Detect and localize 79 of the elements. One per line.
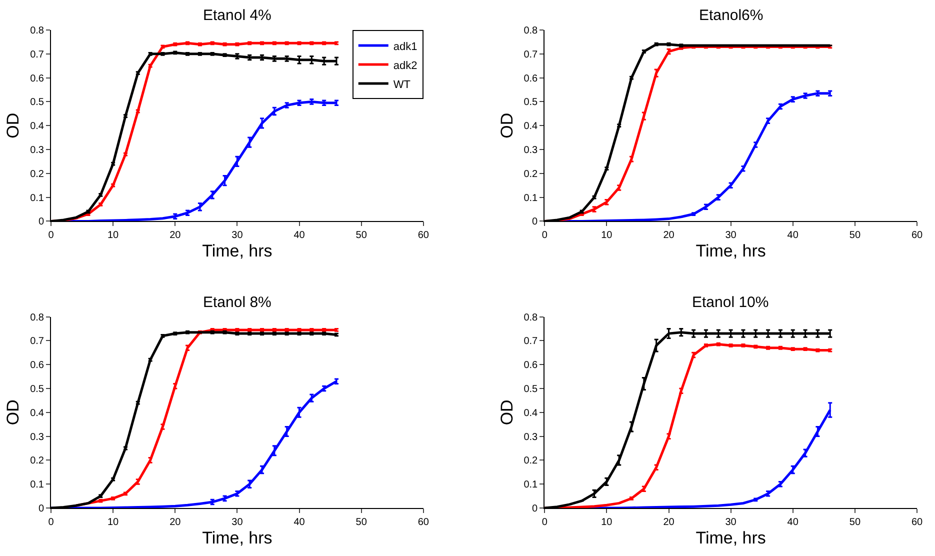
y-tick-label: 0.7 — [30, 336, 44, 348]
x-tick-label: 10 — [107, 230, 120, 242]
y-axis-title: OD — [497, 112, 516, 138]
x-axis-title: Time, hrs — [696, 528, 766, 548]
x-tick-label: 30 — [725, 230, 737, 242]
y-tick-label: 0.3 — [30, 145, 44, 156]
y-tick-label: 0.5 — [30, 384, 44, 395]
y-axis-title: OD — [4, 400, 23, 426]
y-tick-label: 0.4 — [30, 408, 44, 419]
chart-title: Etanol 8% — [203, 294, 272, 311]
chart-title: Etanol 10% — [692, 294, 769, 311]
x-tick-label: 20 — [663, 517, 675, 528]
y-tick-label: 0.2 — [524, 168, 538, 180]
x-tick-label: 50 — [356, 517, 368, 528]
y-tick-label: 0 — [38, 216, 44, 228]
x-tick-label: 50 — [849, 517, 861, 528]
x-tick-label: 60 — [911, 230, 923, 242]
x-tick-label: 50 — [849, 230, 861, 242]
y-tick-label: 0.6 — [524, 360, 538, 372]
y-tick-label: 0.2 — [30, 168, 44, 180]
x-tick-label: 0 — [48, 517, 54, 528]
y-tick-label: 0.6 — [30, 360, 44, 372]
legend-label: WT — [393, 78, 411, 91]
y-tick-label: 0.5 — [524, 384, 538, 395]
x-axis-title: Time, hrs — [202, 528, 272, 548]
chart-title: Etanol6% — [699, 7, 764, 24]
x-tick-label: 50 — [356, 230, 368, 242]
x-tick-label: 60 — [418, 230, 430, 242]
x-tick-label: 30 — [725, 517, 737, 528]
x-tick-label: 40 — [294, 517, 306, 528]
x-axis-title: Time, hrs — [202, 242, 272, 261]
y-tick-label: 0.7 — [30, 49, 44, 60]
x-tick-label: 40 — [294, 230, 306, 242]
x-tick-label: 0 — [542, 517, 548, 528]
x-tick-label: 0 — [48, 230, 54, 242]
y-tick-label: 0.1 — [524, 192, 538, 204]
y-tick-label: 0.8 — [30, 26, 44, 36]
x-tick-label: 30 — [232, 230, 244, 242]
legend-label: adk1 — [393, 40, 418, 53]
x-tick-label: 20 — [170, 230, 182, 242]
y-tick-label: 0.1 — [30, 192, 44, 204]
y-tick-label: 0.3 — [524, 145, 538, 156]
y-tick-label: 0.4 — [524, 121, 538, 132]
y-axis-title: OD — [4, 112, 23, 138]
x-tick-label: 40 — [787, 517, 799, 528]
x-tick-label: 10 — [107, 517, 120, 528]
y-tick-label: 0.8 — [524, 26, 538, 36]
x-tick-label: 60 — [911, 517, 923, 528]
y-tick-label: 0.7 — [524, 336, 538, 348]
y-tick-label: 0.2 — [524, 456, 538, 467]
chart-title: Etanol 4% — [203, 7, 272, 24]
y-tick-label: 0.3 — [524, 432, 538, 443]
x-tick-label: 20 — [663, 230, 675, 242]
y-tick-label: 0.4 — [524, 408, 538, 419]
y-axis-title: OD — [497, 400, 516, 426]
y-tick-label: 0 — [532, 504, 538, 514]
x-tick-label: 20 — [170, 517, 182, 528]
y-tick-label: 0.5 — [524, 97, 538, 108]
y-tick-label: 0 — [532, 216, 538, 228]
y-tick-label: 0.1 — [524, 480, 538, 491]
x-tick-label: 0 — [542, 230, 548, 242]
x-tick-label: 60 — [418, 517, 430, 528]
y-tick-label: 0 — [38, 504, 44, 514]
y-tick-label: 0.4 — [30, 121, 44, 132]
y-tick-label: 0.2 — [30, 456, 44, 467]
y-tick-label: 0.7 — [524, 49, 538, 60]
y-tick-label: 0.3 — [30, 432, 44, 443]
y-tick-label: 0.5 — [30, 97, 44, 108]
legend-label: adk2 — [393, 60, 418, 72]
y-tick-label: 0.8 — [524, 312, 538, 324]
y-tick-label: 0.6 — [524, 73, 538, 84]
y-tick-label: 0.6 — [30, 73, 44, 84]
y-tick-label: 0.8 — [30, 312, 44, 324]
x-tick-label: 40 — [787, 230, 799, 242]
x-tick-label: 10 — [601, 230, 613, 242]
x-axis-title: Time, hrs — [696, 242, 766, 261]
x-tick-label: 10 — [601, 517, 613, 528]
x-tick-label: 30 — [232, 517, 244, 528]
y-tick-label: 0.1 — [30, 480, 44, 491]
